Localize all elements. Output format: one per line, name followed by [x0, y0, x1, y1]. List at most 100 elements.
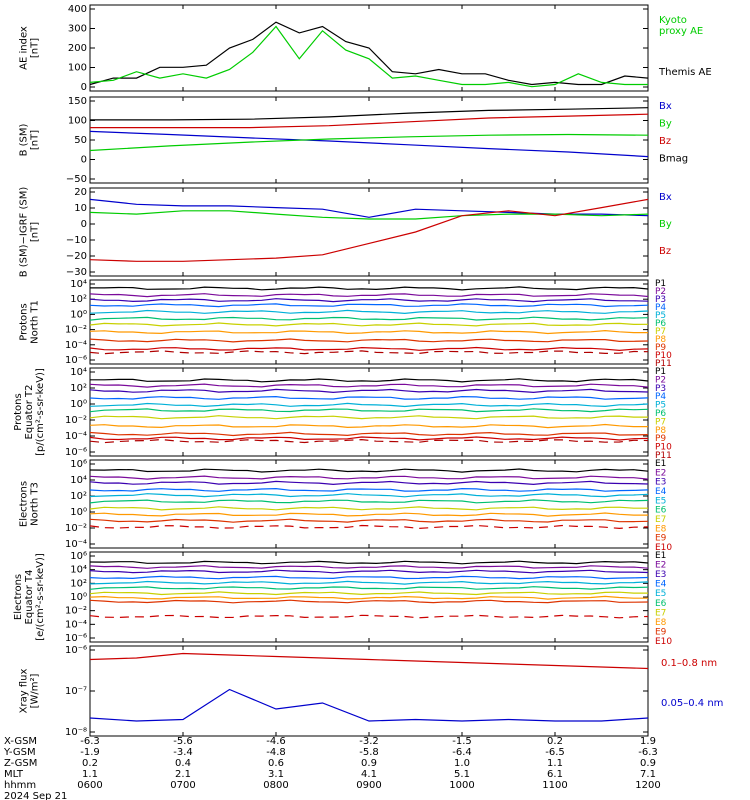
y-axis-label: [nT]	[30, 38, 41, 58]
series-line-b_sm-By	[89, 133, 649, 152]
series-line-b_sm-Bz	[90, 113, 649, 129]
series-line-electrons_t3-E6	[89, 499, 649, 504]
series-line-protons_t2-P8	[89, 423, 648, 429]
y-axis-label: North T1	[30, 300, 41, 344]
y-tick-label: 10⁴	[70, 475, 87, 486]
ephemeris-value: 0700	[170, 780, 195, 791]
y-tick-label: 300	[68, 24, 87, 35]
legend-label: P2	[655, 375, 666, 385]
ephemeris-row-label: Y-GSM	[3, 747, 36, 758]
series-line-protons_t2-P3	[89, 388, 649, 394]
ephemeris-value: 1.0	[454, 758, 470, 769]
y-tick-label: 10⁻²	[65, 415, 87, 426]
y-tick-label: 50	[74, 135, 87, 146]
ephemeris-row-label: Z-GSM	[4, 758, 37, 769]
y-tick-label: −20	[66, 251, 87, 262]
y-tick-label: 100	[68, 116, 87, 127]
series-line-protons_t1-P6	[89, 316, 649, 321]
y-tick-label: 10⁰	[70, 592, 87, 603]
y-tick-label: 10⁻⁶	[65, 645, 87, 656]
ephemeris-value: 0900	[356, 780, 381, 791]
legend-label: Bmag	[659, 154, 688, 165]
series-line-protons_t2-P4	[89, 395, 649, 400]
series-line-protons_t2-P7	[89, 415, 648, 420]
series-line-electrons_t4-E6	[89, 586, 649, 590]
y-tick-label: −10	[66, 235, 87, 246]
y-tick-label: 10⁻⁴	[65, 340, 87, 351]
series-line-protons_t1-P1	[90, 286, 649, 291]
y-tick-label: 10²	[70, 294, 87, 305]
series-line-electrons_t3-E8	[89, 512, 648, 517]
y-axis-label: [nT]	[30, 130, 41, 150]
series-line-b_igrf-By	[89, 210, 649, 220]
legend-label: E10	[655, 543, 672, 553]
y-tick-label: 0	[81, 155, 87, 166]
y-tick-label: 150	[68, 96, 87, 107]
legend-label: E4	[655, 487, 667, 497]
series-line-electrons_t3-E5	[89, 493, 649, 498]
y-tick-label: 10⁰	[70, 309, 87, 320]
legend-label: E7	[655, 608, 666, 618]
ephemeris-value: -5.8	[359, 747, 379, 758]
series-line-electrons_t4-E2	[89, 565, 649, 569]
ephemeris-value: 0.9	[361, 758, 377, 769]
y-tick-label: 10⁶	[70, 459, 87, 470]
ephemeris-value: 0800	[263, 780, 288, 791]
y-axis-label: Xray flux	[19, 669, 30, 714]
legend-label: E9	[655, 534, 667, 544]
series-line-protons_t1-P4	[89, 303, 649, 308]
legend-label: P6	[655, 409, 666, 419]
y-axis-label: B (SM)−IGRF (SM)	[19, 187, 30, 278]
legend-label: E6	[655, 506, 667, 516]
series-line-protons_t2-P2	[89, 383, 649, 388]
legend-label: E3	[655, 478, 666, 488]
ephemeris-row-label: hhmm	[4, 780, 36, 791]
ephemeris-value: 0.4	[175, 758, 191, 769]
legend-label: Bz	[659, 246, 671, 257]
y-tick-label: −30	[66, 267, 87, 278]
series-line-xray-0-05-0-4-nm	[89, 688, 649, 722]
legend-label: E7	[655, 515, 666, 525]
ephemeris-value: 4.1	[361, 769, 377, 780]
ephemeris-value: -6.3	[80, 736, 100, 747]
legend-label: P1	[655, 279, 666, 289]
legend-label: P9	[655, 343, 666, 353]
y-tick-label: 10⁻⁸	[65, 727, 87, 738]
ephemeris-row-label: MLT	[4, 769, 24, 780]
legend-label: P6	[655, 319, 666, 329]
ephemeris-value: -6.5	[545, 747, 565, 758]
series-line-ae-Themis-AE	[89, 21, 649, 86]
legend-label: Bz	[659, 136, 671, 147]
series-line-protons_t1-P9	[89, 338, 649, 343]
legend-label: P7	[655, 417, 666, 427]
y-tick-label: 10⁶	[70, 551, 87, 562]
series-line-xray-0-1-0-8-nm	[89, 652, 649, 670]
series-line-electrons_t4-E4	[89, 575, 649, 580]
ephemeris-row-label: X-GSM	[4, 736, 37, 747]
y-tick-label: 0	[81, 82, 87, 93]
ephemeris-value: -4.8	[266, 747, 286, 758]
legend-label: E3	[655, 570, 666, 580]
legend-label: Bx	[659, 192, 672, 203]
legend-label: P3	[655, 384, 666, 394]
y-tick-label: 10²	[70, 491, 87, 502]
legend-label: By	[659, 219, 672, 230]
y-axis-label: Electrons	[19, 481, 30, 527]
legend-label: E10	[655, 637, 672, 647]
series-line-protons_t1-P3	[89, 298, 649, 303]
panel-frame-b_igrf	[89, 187, 649, 277]
ephemeris-value: 5.1	[454, 769, 470, 780]
ephemeris-value: -3.4	[173, 747, 193, 758]
panel-frame-electrons_t3	[89, 459, 649, 549]
series-line-electrons_t3-E9	[89, 518, 649, 523]
y-tick-label: 10²	[70, 383, 87, 394]
legend-label: E1	[655, 459, 666, 469]
series-line-electrons_t3-E4	[89, 487, 649, 492]
legend-label: 0.1–0.8 nm	[661, 658, 717, 669]
series-line-protons_t2-P5	[89, 402, 649, 408]
legend-label: P9	[655, 434, 666, 444]
y-tick-label: 10⁰	[70, 399, 87, 410]
series-line-electrons_t3-E1	[89, 468, 649, 473]
ephemeris-value: -3.2	[359, 736, 379, 747]
